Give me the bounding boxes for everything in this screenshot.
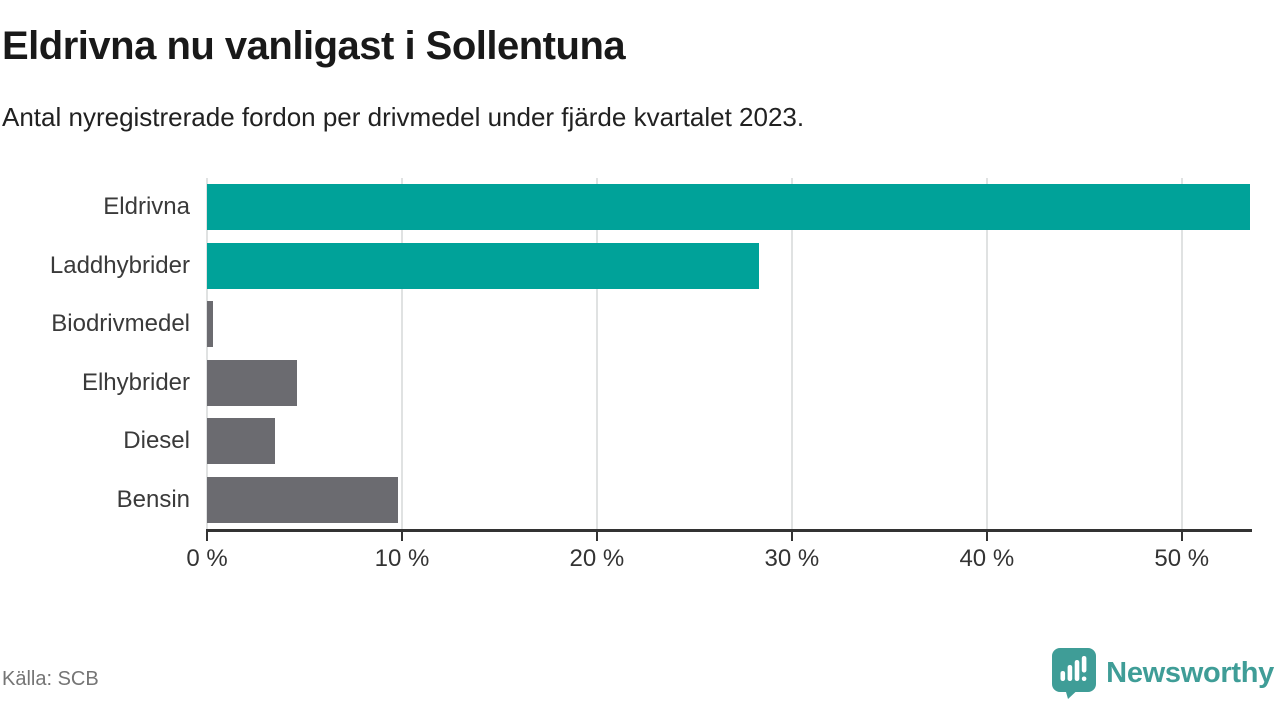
gridline-20 xyxy=(595,178,598,529)
bar-biodrivmedel xyxy=(207,301,213,348)
bar-row xyxy=(207,242,1250,289)
gridline-10 xyxy=(400,178,403,529)
newsworthy-logo: Newsworthy xyxy=(1051,647,1274,699)
category-label: Diesel xyxy=(123,427,190,455)
x-tick-label: 20 % xyxy=(569,545,625,572)
x-tick-label: 50 % xyxy=(1154,545,1210,572)
category-label: Bensin xyxy=(116,485,190,513)
category-label: Biodrivmedel xyxy=(51,310,190,338)
bar-row xyxy=(207,184,1250,231)
bar-bensin xyxy=(207,476,399,523)
bar-row xyxy=(207,301,1250,348)
speech-bubble-bar-chart-icon xyxy=(1052,648,1097,699)
gridline-50 xyxy=(1180,178,1183,529)
category-label-column: Eldrivna Laddhybrider Biodrivmedel Elhybrid… xyxy=(0,178,190,529)
x-tick-mark xyxy=(206,532,208,541)
x-tick-label: 0 % xyxy=(186,545,228,572)
gridline-30 xyxy=(790,178,793,529)
gridline-40 xyxy=(985,178,988,529)
category-label: Elhybrider xyxy=(81,368,190,396)
chart-subtitle: Antal nyregistrerade fordon per drivmede… xyxy=(2,102,805,132)
source-note: Källa: SCB xyxy=(2,668,99,690)
x-axis: 0 % 10 % 20 % 30 % 40 % 50 % xyxy=(0,532,1280,592)
x-axis-line xyxy=(206,529,1252,532)
bar-eldrivna xyxy=(207,184,1250,231)
bar-elhybrider xyxy=(207,359,297,406)
x-tick-mark xyxy=(595,532,598,541)
x-tick-label: 10 % xyxy=(374,545,430,572)
x-tick-mark xyxy=(790,532,793,541)
bar-row xyxy=(207,359,1250,406)
x-tick-label: 40 % xyxy=(959,545,1015,572)
bar-diesel xyxy=(207,418,276,465)
plot-area xyxy=(206,178,1250,529)
category-label: Laddhybrider xyxy=(49,251,190,279)
x-tick-mark xyxy=(985,532,988,541)
bar-laddhybrider xyxy=(207,242,759,289)
x-tick-label: 30 % xyxy=(764,545,820,572)
bar-row xyxy=(207,476,1250,523)
newsworthy-wordmark: Newsworthy xyxy=(1106,656,1274,689)
bar-row xyxy=(207,418,1250,465)
chart-title: Eldrivna nu vanligast i Sollentuna xyxy=(2,24,626,68)
x-tick-mark xyxy=(400,532,403,541)
gridline-0 xyxy=(206,178,208,529)
category-label: Eldrivna xyxy=(103,193,190,221)
x-tick-mark xyxy=(1180,532,1183,541)
